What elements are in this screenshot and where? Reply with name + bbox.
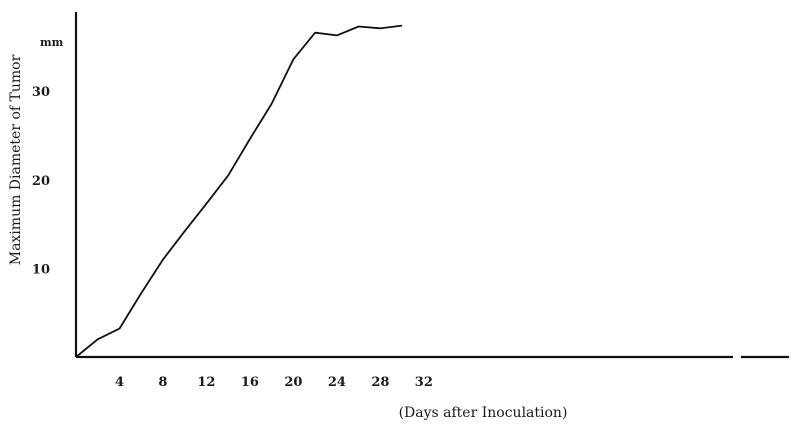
series-line (75, 24, 403, 358)
axes (74, 12, 789, 359)
y-tick-label: 30 (32, 85, 50, 100)
x-tick-label: 28 (371, 375, 389, 390)
x-tick-label: 12 (197, 375, 215, 390)
x-tick-label: 24 (328, 375, 346, 390)
y-tick-label: 20 (32, 174, 50, 189)
x-axis-label: (Days after Inoculation) (399, 405, 568, 421)
y-axis-unit-label: mm (40, 36, 64, 49)
y-tick-label: 10 (32, 262, 50, 277)
x-tick-label: 16 (241, 375, 259, 390)
x-tick-label: 8 (158, 375, 167, 390)
y-axis-label: Maximum Diameter of Tumor (8, 54, 24, 265)
x-tick-label: 4 (115, 375, 124, 390)
y-tick-labels: 10 20 30 (32, 85, 50, 277)
x-tick-labels: 4 8 12 16 20 24 28 32 (115, 375, 433, 390)
x-tick-label: 20 (284, 375, 302, 390)
x-tick-label: 32 (415, 375, 433, 390)
